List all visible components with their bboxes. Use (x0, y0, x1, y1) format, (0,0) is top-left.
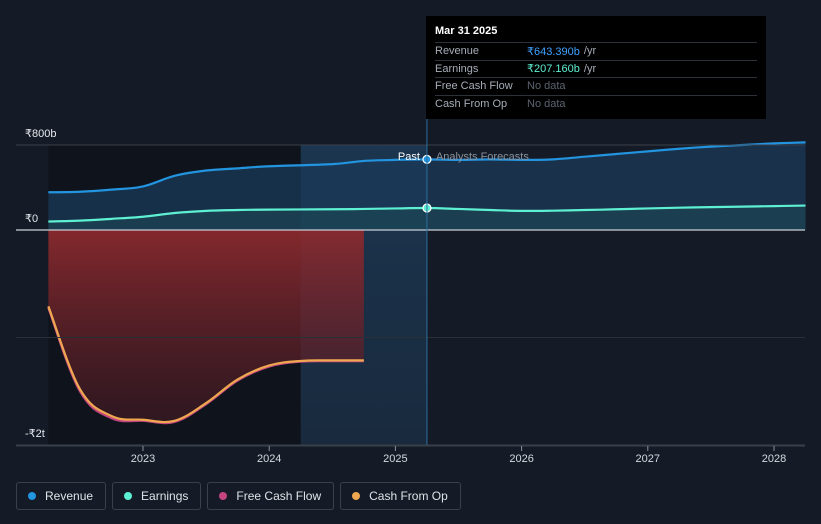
tooltip-label: Cash From Op (435, 97, 508, 110)
tooltip-row-free-cash-flow: Free Cash Flow No data (435, 77, 757, 95)
legend-item-revenue[interactable]: Revenue (16, 482, 107, 510)
earnings-line (48, 204, 806, 223)
cash-from-op-line (47, 305, 364, 424)
x-tick-label: 2026 (509, 453, 533, 465)
legend-item-free-cash-flow[interactable]: Free Cash Flow (207, 482, 335, 510)
legend-item-cash-from-op[interactable]: Cash From Op (340, 482, 461, 510)
tooltip-unit: /yr (583, 45, 597, 58)
tooltip-value: No data (527, 80, 566, 93)
earnings-dot-icon (124, 492, 133, 500)
tooltip-row-cash-from-op: Cash From Op No data (435, 94, 757, 113)
x-tick-label: 2023 (131, 453, 155, 465)
tooltip-label: Free Cash Flow (435, 80, 513, 93)
tooltip-value: ₹643.390b (527, 45, 580, 58)
tooltip-label: Revenue (435, 45, 480, 58)
revenue-line (48, 141, 806, 194)
chart-legend: Revenue Earnings Free Cash Flow Cash Fro… (16, 482, 461, 510)
legend-label: Cash From Op (369, 489, 448, 503)
tooltip-label: Earnings (435, 62, 479, 75)
tooltip-row-revenue: Revenue ₹643.390b /yr (435, 42, 757, 60)
free-cash-flow-dot-icon (219, 492, 228, 500)
revenue-dot-icon (28, 492, 36, 500)
x-tick-label: 2027 (636, 453, 660, 465)
tooltip-date: Mar 31 2025 (435, 25, 498, 37)
y-tick-label: -₹2t (25, 428, 45, 440)
cash-from-op-dot-icon (352, 492, 361, 500)
forecast-label: Analysts Forecasts (436, 151, 529, 163)
x-tick-label: 2028 (762, 453, 786, 465)
legend-label: Earnings (141, 489, 189, 503)
tooltip-value: ₹207.160b (527, 63, 580, 76)
y-tick-label: ₹800b (25, 128, 56, 140)
legend-item-earnings[interactable]: Earnings (112, 482, 202, 510)
tooltip-unit: /yr (583, 62, 597, 75)
x-tick-label: 2024 (257, 453, 281, 465)
tooltip-row-earnings: Earnings ₹207.160b /yr (435, 59, 757, 78)
legend-label: Revenue (45, 489, 94, 503)
cash-flow-area (48, 230, 364, 423)
tooltip-value: No data (527, 97, 566, 110)
past-label: Past (398, 151, 420, 163)
x-tick-label: 2025 (383, 453, 407, 465)
financial-chart: ₹800b ₹0 -₹2t 2023 2024 2025 2026 2027 2028 Past A… (16, 118, 806, 465)
y-tick-label: ₹0 (25, 213, 38, 225)
tooltip: Mar 31 2025 Revenue ₹643.390b /yr Earnin… (426, 16, 766, 119)
legend-label: Free Cash Flow (236, 489, 322, 503)
